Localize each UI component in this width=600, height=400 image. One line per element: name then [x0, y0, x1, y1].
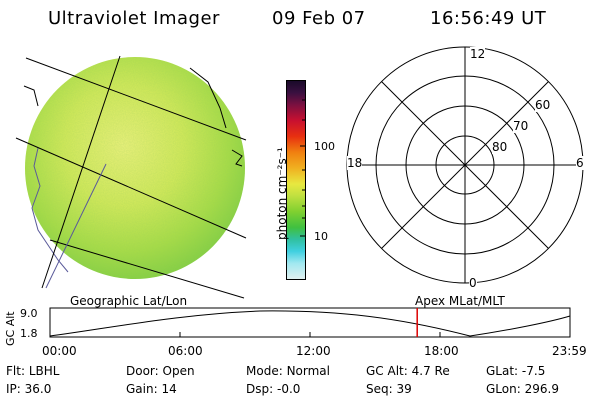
status-key: Dsp: — [246, 382, 274, 396]
status-key: GLon: — [486, 382, 521, 396]
status-glon: GLon: 296.9 — [486, 382, 559, 396]
altitude-timeline — [49, 307, 571, 338]
timeline-x-tick: 12:00 — [296, 344, 331, 358]
colorbar-tick-label: 10 — [314, 230, 328, 243]
mlt-label-0: 0 — [469, 276, 477, 290]
mlt-label-18: 18 — [347, 156, 363, 170]
instrument-title: Ultraviolet Imager — [48, 8, 220, 29]
grid-line — [45, 163, 107, 289]
grid-line — [49, 239, 245, 299]
status-key: Seq: — [366, 382, 393, 396]
time-label: 16:56:49 UT — [430, 8, 547, 29]
status-gc-alt: GC Alt: 4.7 Re — [366, 364, 450, 378]
status-value: 36.0 — [24, 382, 52, 396]
timeline-y-label: GC Alt — [4, 311, 17, 346]
status-value: 14 — [161, 382, 177, 396]
status-value: Normal — [286, 364, 330, 378]
timeline-right-label: Apex MLat/MLT — [415, 294, 505, 308]
mlt-label-6: 6 — [576, 156, 584, 170]
timeline-x-tick: 23:59 — [552, 344, 587, 358]
geographic-image — [15, 55, 247, 299]
status-key: GLat: — [486, 364, 519, 378]
status-ip: IP: 36.0 — [6, 382, 51, 396]
colorbar — [286, 80, 306, 280]
coastline — [189, 67, 227, 129]
status-value: Open — [162, 364, 195, 378]
status-key: IP: — [6, 382, 21, 396]
colorbar-ticks — [300, 99, 306, 237]
status-value: LBHL — [28, 364, 60, 378]
lat-label-80: 80 — [492, 140, 508, 154]
timeline-x-tick: 18:00 — [424, 344, 459, 358]
grid-line — [25, 57, 247, 141]
grid-line — [41, 55, 121, 289]
timeline-y-tick: 1.8 — [20, 327, 38, 340]
colorbar-unit-label: photon cm⁻²s⁻¹ — [275, 147, 289, 240]
status-key: Flt: — [6, 364, 25, 378]
disc-texture — [25, 57, 245, 279]
timeline-y-tick: 9.0 — [20, 307, 38, 320]
status-key: Door: — [126, 364, 159, 378]
date-label: 09 Feb 07 — [272, 8, 366, 29]
status-key: Mode: — [246, 364, 283, 378]
status-key: Gain: — [126, 382, 158, 396]
status-door: Door: Open — [126, 364, 195, 378]
altitude-curve — [49, 310, 571, 337]
timeline-left-label: Geographic Lat/Lon — [70, 294, 188, 308]
status-key: GC Alt: — [366, 364, 408, 378]
colorbar-tick-label: 100 — [314, 140, 335, 153]
grid-line — [15, 137, 247, 239]
status-glat: GLat: -7.5 — [486, 364, 545, 378]
timeline-x-tick: 06:00 — [168, 344, 203, 358]
status-value: 296.9 — [524, 382, 559, 396]
polar-plot — [346, 46, 584, 284]
polar-axis — [381, 81, 549, 249]
status-filter: Flt: LBHL — [6, 364, 59, 378]
lat-label-70: 70 — [513, 119, 529, 133]
status-gain: Gain: 14 — [126, 382, 177, 396]
status-value: 4.7 Re — [411, 364, 450, 378]
coastline — [231, 149, 243, 167]
status-value: -7.5 — [521, 364, 546, 378]
lat-label-60: 60 — [535, 98, 551, 112]
coastline — [31, 147, 69, 273]
status-value: -0.0 — [276, 382, 301, 396]
status-value: 39 — [396, 382, 412, 396]
coastline — [23, 85, 39, 107]
status-seq: Seq: 39 — [366, 382, 412, 396]
status-mode: Mode: Normal — [246, 364, 330, 378]
timeline-x-tick: 00:00 — [42, 344, 77, 358]
mlt-label-12: 12 — [470, 47, 486, 61]
status-dsp: Dsp: -0.0 — [246, 382, 300, 396]
